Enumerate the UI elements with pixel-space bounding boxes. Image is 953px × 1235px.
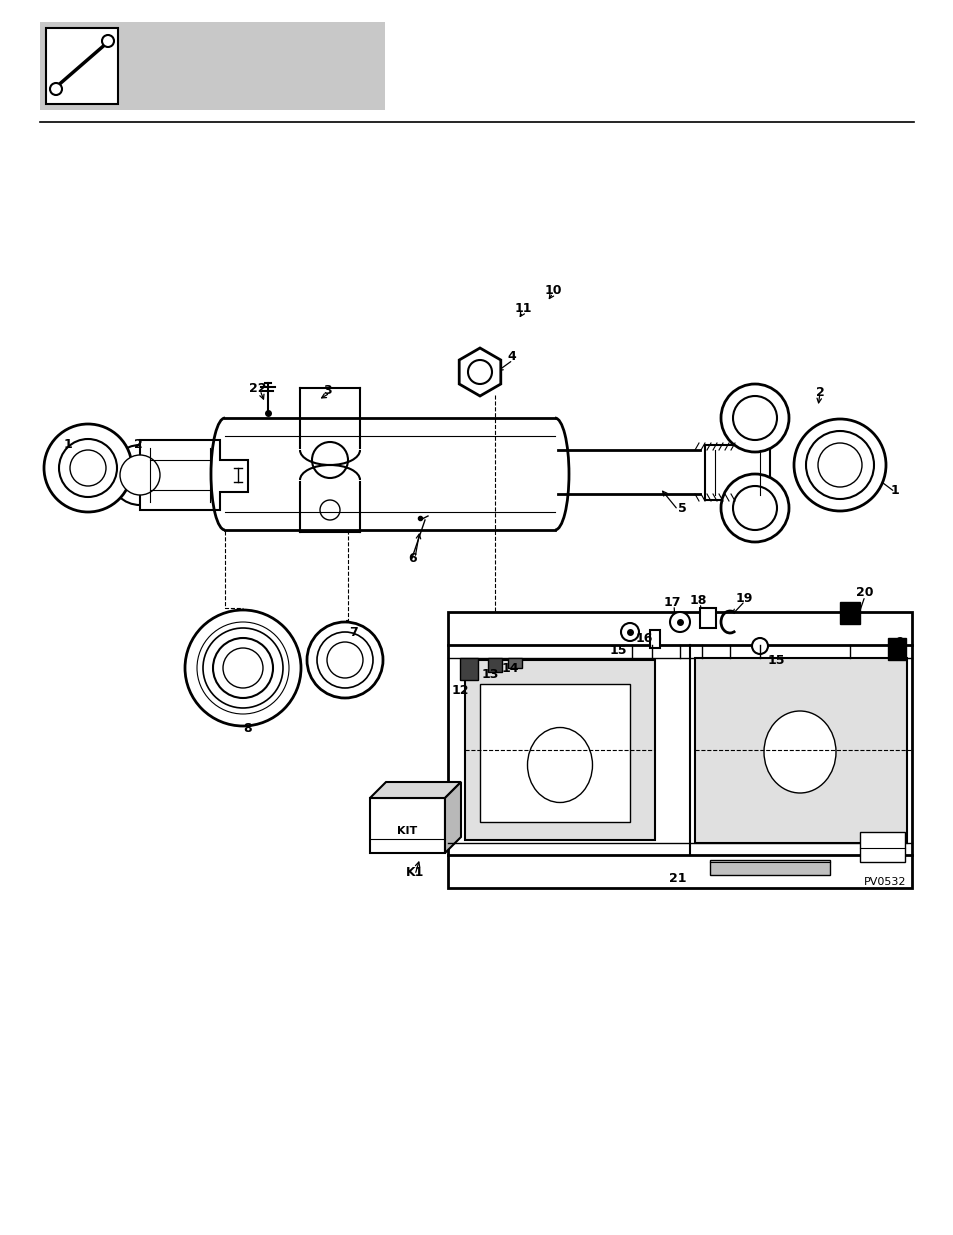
Circle shape xyxy=(805,431,873,499)
Circle shape xyxy=(223,648,263,688)
Text: 16: 16 xyxy=(635,631,652,645)
Bar xyxy=(459,658,477,680)
Text: 13: 13 xyxy=(481,667,498,680)
Ellipse shape xyxy=(724,615,734,629)
Text: 2: 2 xyxy=(815,385,823,399)
Bar xyxy=(649,630,659,648)
Bar xyxy=(859,832,904,862)
Circle shape xyxy=(751,638,767,655)
Circle shape xyxy=(669,613,689,632)
Bar xyxy=(507,658,521,668)
Circle shape xyxy=(620,622,639,641)
Text: 2: 2 xyxy=(133,437,142,451)
Text: 20: 20 xyxy=(856,587,873,599)
Circle shape xyxy=(120,454,160,495)
Text: 15: 15 xyxy=(766,653,784,667)
Circle shape xyxy=(732,487,776,530)
Bar xyxy=(370,798,444,853)
Text: 3: 3 xyxy=(323,384,332,398)
Text: 14: 14 xyxy=(500,662,518,676)
Text: 11: 11 xyxy=(514,303,531,315)
Polygon shape xyxy=(458,348,500,396)
Polygon shape xyxy=(370,782,460,798)
Circle shape xyxy=(307,622,382,698)
Text: 22: 22 xyxy=(249,382,267,394)
Bar xyxy=(464,659,655,840)
Bar xyxy=(887,638,905,659)
Circle shape xyxy=(70,450,106,487)
Text: 19: 19 xyxy=(735,592,752,604)
Circle shape xyxy=(213,638,273,698)
Bar xyxy=(709,860,829,876)
Text: 21: 21 xyxy=(669,872,686,884)
Bar xyxy=(488,658,501,672)
Bar xyxy=(40,22,385,110)
Text: 7: 7 xyxy=(349,625,358,638)
Text: 17: 17 xyxy=(662,595,680,609)
Bar xyxy=(704,445,769,500)
Circle shape xyxy=(327,642,363,678)
Text: 15: 15 xyxy=(609,643,626,657)
Circle shape xyxy=(196,622,289,714)
Circle shape xyxy=(720,474,788,542)
Text: 9: 9 xyxy=(895,636,903,648)
Circle shape xyxy=(203,629,283,708)
Circle shape xyxy=(50,83,62,95)
Circle shape xyxy=(44,424,132,513)
Polygon shape xyxy=(140,440,248,510)
Text: KIT: KIT xyxy=(397,825,417,836)
Text: 5: 5 xyxy=(677,501,685,515)
Text: 6: 6 xyxy=(408,552,416,564)
Circle shape xyxy=(732,396,776,440)
Ellipse shape xyxy=(527,727,592,803)
Bar xyxy=(46,28,118,104)
Text: 4: 4 xyxy=(507,351,516,363)
Text: PV0532: PV0532 xyxy=(862,877,905,887)
Circle shape xyxy=(102,35,113,47)
Bar xyxy=(700,608,716,629)
Circle shape xyxy=(720,384,788,452)
Bar xyxy=(695,658,906,844)
Circle shape xyxy=(793,419,885,511)
Circle shape xyxy=(316,632,373,688)
Circle shape xyxy=(468,359,492,384)
Circle shape xyxy=(185,610,301,726)
Ellipse shape xyxy=(763,711,835,793)
Polygon shape xyxy=(444,782,460,853)
Text: 10: 10 xyxy=(543,284,561,298)
Bar xyxy=(840,601,859,624)
Text: 12: 12 xyxy=(451,683,468,697)
Text: 8: 8 xyxy=(243,721,252,735)
Bar xyxy=(479,684,629,823)
Circle shape xyxy=(817,443,862,487)
Circle shape xyxy=(110,445,170,505)
Text: 18: 18 xyxy=(689,594,706,606)
Circle shape xyxy=(59,438,117,496)
Text: 1: 1 xyxy=(890,483,899,496)
Bar xyxy=(448,613,911,888)
Text: K1: K1 xyxy=(405,867,424,879)
Text: 1: 1 xyxy=(64,437,72,451)
